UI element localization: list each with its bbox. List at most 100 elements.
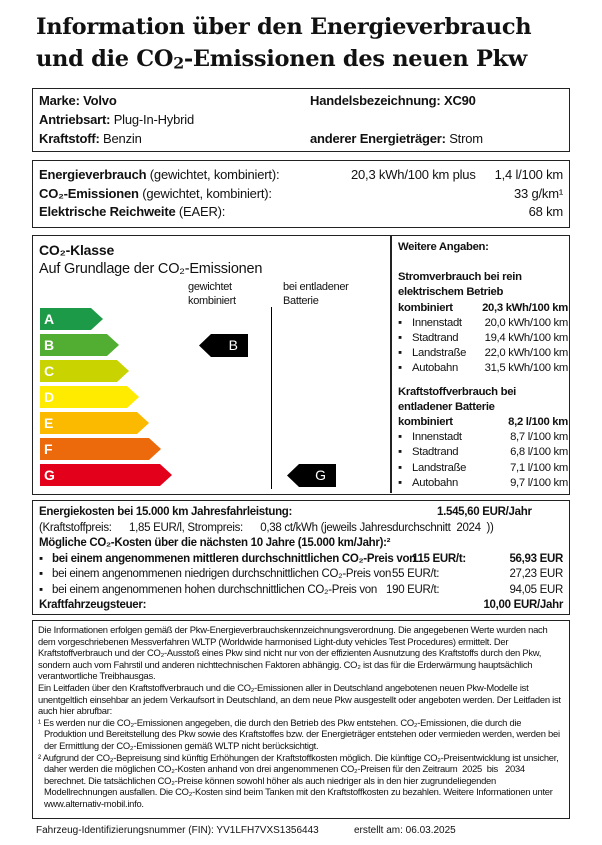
vehicle-box: Marke: Volvo Handelsbezeichnung: XC90 An… [32,88,570,152]
item-label: Autobahn [412,476,458,489]
consumption-box: Energieverbrauch (gewichtet, kombiniert)… [32,160,570,228]
item-value: 8,7 l/100 km [510,431,568,444]
costs-box: Energiekosten bei 15.000 km Jahresfahrle… [32,500,570,615]
label: Kraftfahrzeugsteuer: [39,599,147,611]
bullet: ▪ [398,347,402,360]
class-bar-d: D [40,386,139,408]
row-value: 27,23 EUR [509,568,563,580]
class-bar-a: A [40,308,103,330]
col-header: gewichtet [188,281,232,293]
row-price: 190 EUR/t: [386,583,440,596]
fuel-combined-value: 8,2 l/100 km [508,416,568,429]
item-label: Landstraße [412,461,467,474]
co2-class-subtitle: Auf Grundlage der CO₂-Emissionen [39,261,263,277]
item-value: 19,4 kWh/100 km [484,332,569,345]
fin: Fahrzeug-Identifizierungsnummer (FIN): Y… [36,825,319,836]
bullet: ▪ [39,552,43,565]
divider [390,236,392,493]
row-price: 55 EUR/t: [392,568,440,580]
list-item: ▪ Innenstadt 8,7 l/100 km [398,430,568,445]
note: (EAER): [178,204,226,219]
co2-class-title: CO₂-Klasse [39,242,115,258]
row-label: bei einem angenommenen hohen durchschnit… [52,583,377,596]
item-label: Innenstadt [412,431,462,444]
range-value: 68 km [528,204,564,219]
item-value: 6,8 l/100 km [510,446,568,459]
co2-value: 33 g/km¹ [514,186,563,201]
further-title: Weitere Angaben: [398,241,489,253]
label: Antriebsart: [39,112,111,127]
bullet: ▪ [398,332,402,345]
bullet: ▪ [398,316,402,329]
item-label: Landstraße [412,347,467,360]
tax-value: 10,00 EUR/Jahr [483,599,563,611]
antrieb-value: Plug-In-Hybrid [113,112,194,127]
class-bar-c: C [40,360,129,382]
item-value: 7,1 l/100 km [510,461,568,474]
row-price: 115 EUR/t: [412,552,466,565]
list-item: ▪ Landstraße 7,1 l/100 km [398,461,568,476]
elec-title: elektrischem Betrieb [398,286,504,299]
bullet: ▪ [398,362,402,375]
info-paragraph: Ein Leitfaden über den Kraftstoffverbrau… [38,681,561,717]
column-divider [271,307,272,489]
class-bar-f: F [40,438,161,460]
energy-cost-value: 1.545,60 EUR/Jahr [437,506,532,518]
item-value: 20,0 kWh/100 km [484,316,569,329]
list-item: ▪ Stadtrand 6,8 l/100 km [398,445,568,460]
page-title-line2: und die CO2-Emissionen des neuen Pkw [36,46,527,72]
col-header: bei entladener [283,281,349,293]
item-label: Stadtrand [412,446,459,459]
co2-class-box: CO₂-Klasse Auf Grundlage der CO₂-Emissio… [32,235,570,495]
title-part: -Emissionen des neuen Pkw [183,46,527,72]
energie-value: Strom [449,131,483,146]
further-info: Weitere Angaben: Stromverbrauch bei rein… [398,240,568,491]
footnote-2: ² Aufgrund der CO₂-Bepreisung sind künft… [38,751,561,809]
marke-value: Volvo [83,93,117,108]
title-sub: 2 [173,53,184,73]
prices: (Kraftstoffpreis: 1,85 EUR/l, Strompreis… [39,521,494,534]
row-label: bei einem angenommenen niedrigen durchsc… [52,568,392,580]
col-header: Batterie [283,295,319,307]
bullet: ▪ [398,446,402,459]
co2-cost-row: ▪ bei einem angenommenen niedrigen durchs… [39,567,563,583]
co2-cost-row: ▪ bei einem angenommenen mittleren durchs… [39,552,563,568]
co2-cost-title: Mögliche CO₂-Kosten über die nächsten 10… [39,537,391,549]
weighted-class-marker: B [199,334,248,357]
note: (gewichtet, kombiniert): [149,167,280,182]
label: CO₂-Emissionen [39,186,139,201]
bullet: ▪ [398,461,402,474]
bullet: ▪ [398,431,402,444]
col-header: kombiniert [188,295,236,307]
item-value: 31,5 kWh/100 km [484,362,569,375]
info-paragraph: Die Informationen erfolgen gemäß der Pkw… [38,624,548,682]
label: Elektrische Reichweite [39,204,176,219]
list-item: ▪ Autobahn 31,5 kWh/100 km [398,361,568,376]
discharged-class-marker: G [287,464,336,487]
list-item: ▪ Landstraße 22,0 kWh/100 km [398,346,568,361]
label: Marke: [39,93,80,108]
bullet: ▪ [398,476,402,489]
item-label: Stadtrand [412,332,459,345]
note: (gewichtet, kombiniert): [142,186,272,201]
item-label: Autobahn [412,362,458,375]
bullet: ▪ [39,568,43,580]
row-label: bei einem angenommenen mittleren durchsc… [52,552,416,565]
fuel-title: entladener Batterie [398,400,495,413]
info-box: Die Informationen erfolgen gemäß der Pkw… [32,620,570,819]
label: Energiekosten bei 15.000 km Jahresfahrle… [39,506,293,518]
row-value: 56,93 EUR [509,552,563,565]
class-bar-g: G [40,464,172,486]
label: kombiniert [398,301,453,314]
handels-value: XC90 [443,93,476,108]
class-bar-e: E [40,412,149,434]
co2-cost-row: ▪ bei einem angenommenen hohen durchschni… [39,583,563,599]
title-part: und die CO [36,46,174,72]
item-label: Innenstadt [412,316,462,329]
label: kombiniert [398,416,453,429]
row-value: 94,05 EUR [509,583,563,596]
label: Energieverbrauch [39,167,147,182]
elec-title: Stromverbrauch bei rein [398,271,522,284]
list-item: ▪ Innenstadt 20,0 kWh/100 km [398,316,568,331]
class-bar-b: B [40,334,119,356]
